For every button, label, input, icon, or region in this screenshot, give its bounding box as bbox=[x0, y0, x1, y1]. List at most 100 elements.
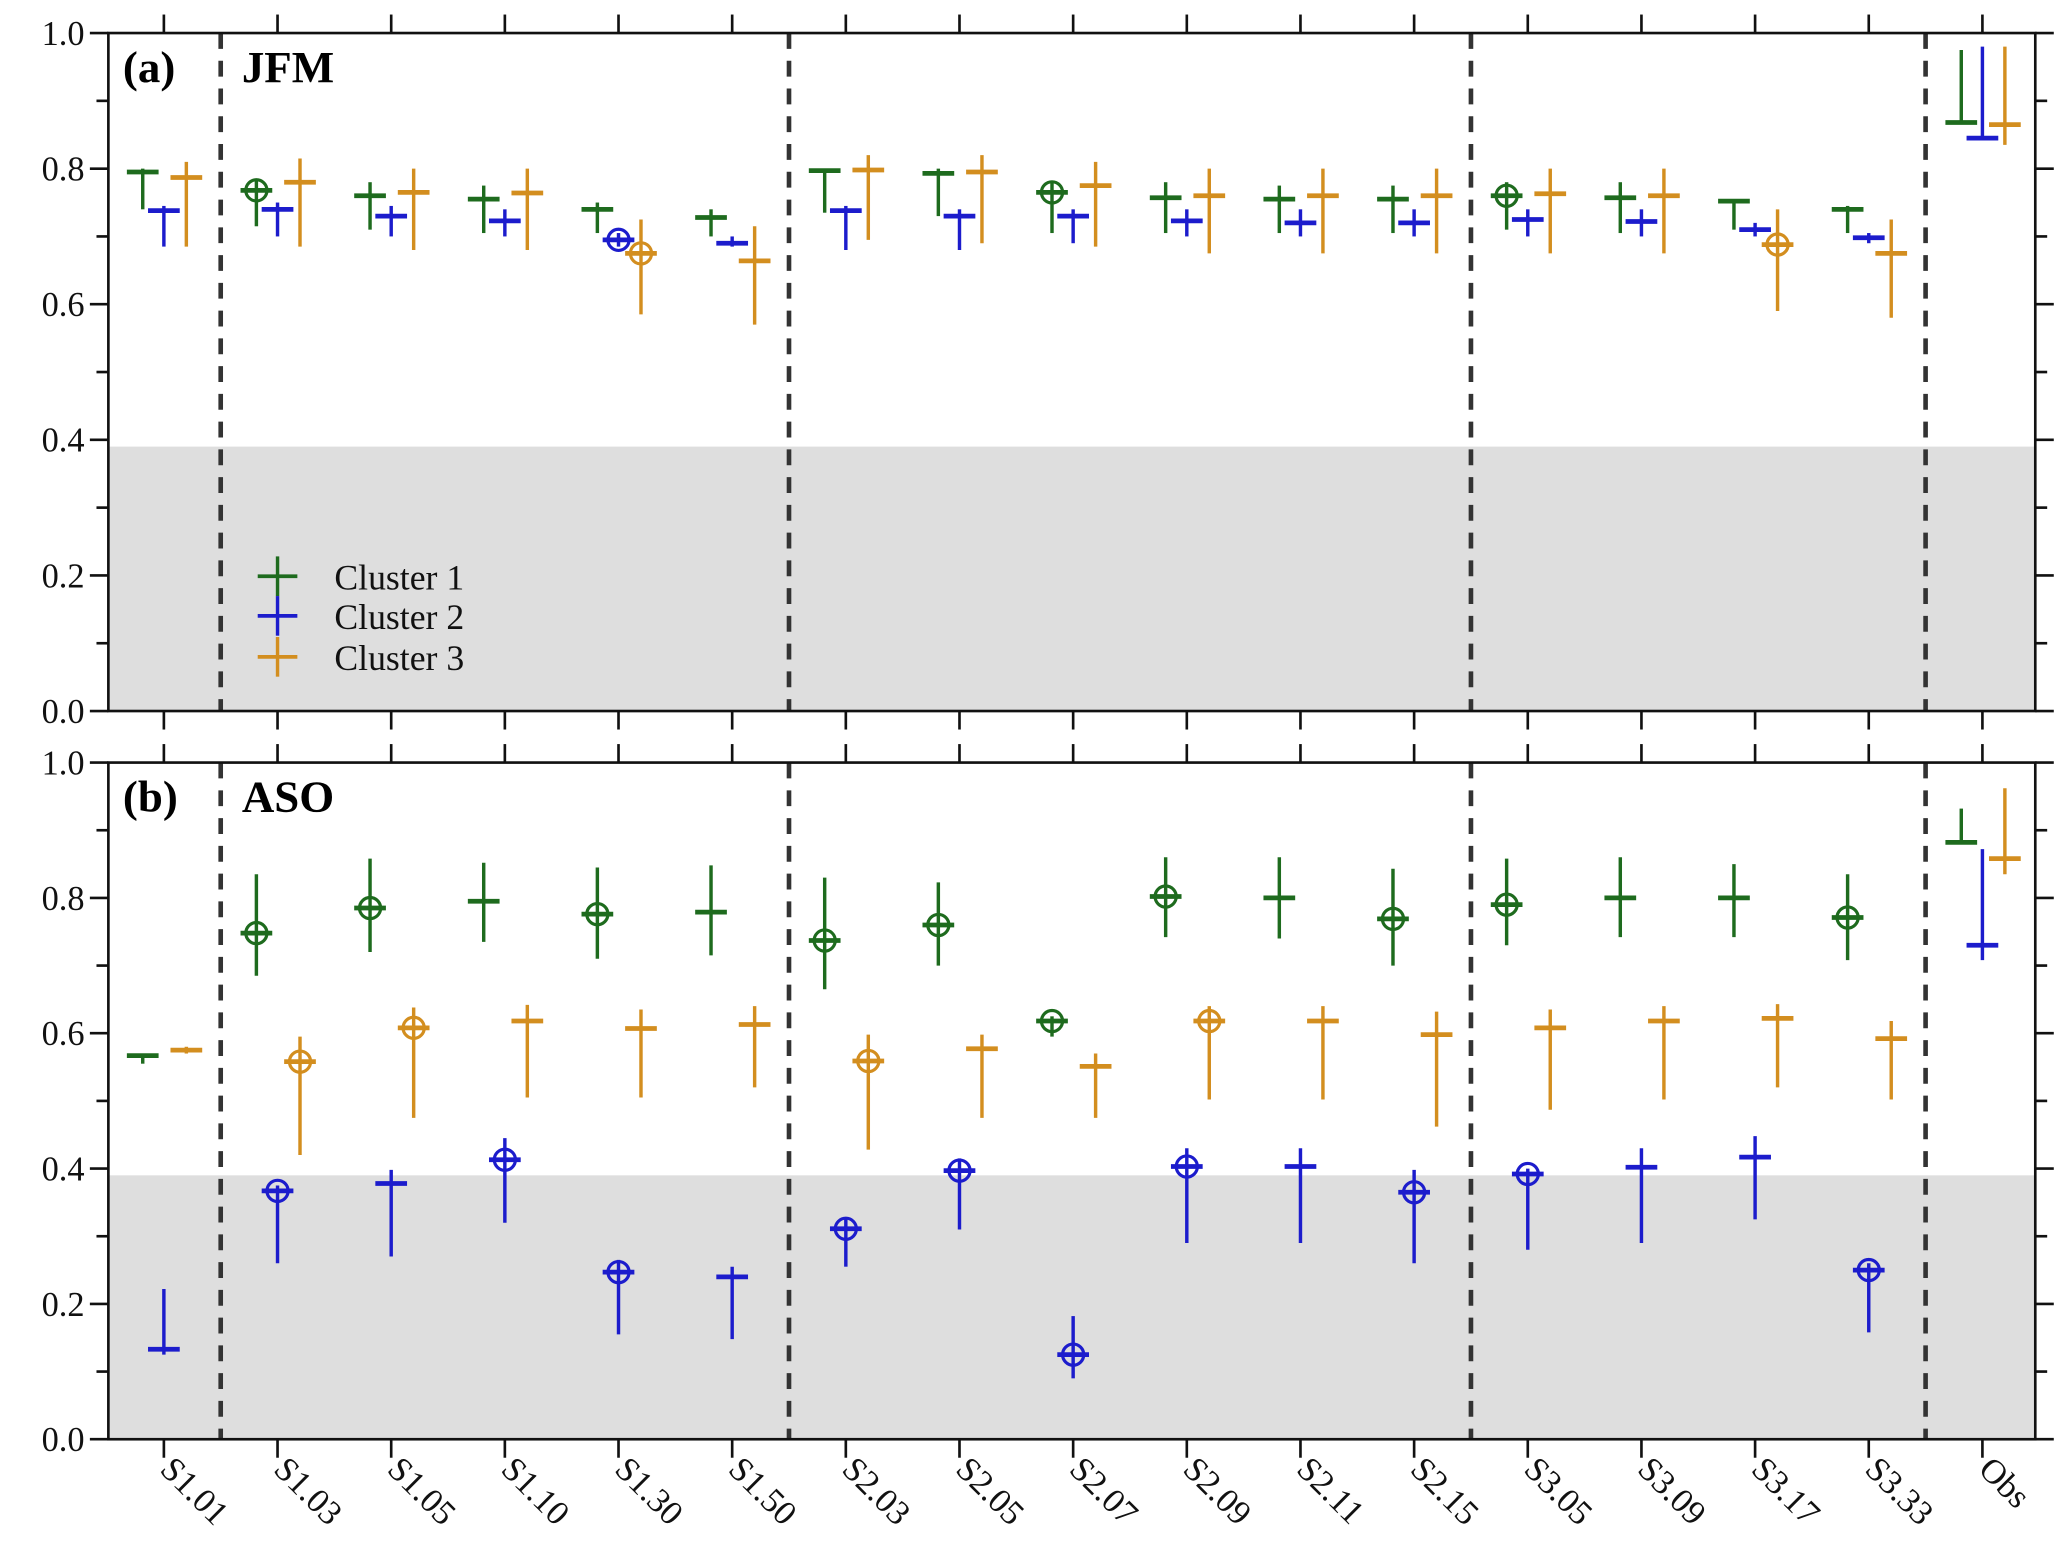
data-point-cluster-3 bbox=[1079, 1053, 1112, 1118]
significance-circle bbox=[1197, 1008, 1222, 1034]
legend: Cluster 1 Cluster 2 Cluster 3 bbox=[257, 556, 464, 678]
x-tick-label: S1.10 bbox=[494, 1450, 577, 1533]
data-point-cluster-3 bbox=[1534, 168, 1567, 254]
data-point-cluster-1 bbox=[1036, 1008, 1068, 1037]
data-point-cluster-3 bbox=[284, 1036, 316, 1156]
y-tick-label: 0.6 bbox=[42, 286, 85, 324]
data-point-cluster-1 bbox=[1149, 857, 1182, 938]
data-point-cluster-2 bbox=[602, 1259, 635, 1335]
data-point-cluster-3 bbox=[1079, 161, 1112, 247]
data-point-cluster-2 bbox=[1284, 209, 1317, 237]
significance-circle bbox=[926, 912, 951, 938]
data-point-cluster-2 bbox=[1511, 209, 1544, 237]
data-point-cluster-1 bbox=[126, 1053, 159, 1064]
y-tick-label: 0.8 bbox=[42, 151, 85, 189]
panel-b: 0.0 0.2 0.4 0.6 0.8 1.0 S1.01 S1.03 S1.05 S1.10 S1… bbox=[42, 744, 2054, 1533]
data-point-cluster-2 bbox=[943, 1158, 976, 1230]
significance-circle bbox=[1039, 180, 1065, 205]
data-point-cluster-3 bbox=[1989, 788, 2021, 875]
data-point-cluster-2 bbox=[943, 209, 976, 250]
panel-title: JFM bbox=[242, 42, 334, 92]
data-point-cluster-2 bbox=[375, 205, 408, 237]
data-point-cluster-1 bbox=[1036, 180, 1068, 234]
x-tick-label: S2.03 bbox=[835, 1450, 918, 1533]
panel-a: 0.0 0.2 0.4 0.6 0.8 1.0 (a) JFM bbox=[42, 14, 2054, 731]
data-point-cluster-1 bbox=[1831, 205, 1864, 234]
data-point-cluster-3 bbox=[1193, 1006, 1226, 1100]
data-point-cluster-3 bbox=[1648, 168, 1680, 254]
data-point-cluster-1 bbox=[1149, 182, 1182, 234]
y-tick-label: 0.8 bbox=[42, 880, 85, 918]
x-tick-label: S2.07 bbox=[1062, 1450, 1145, 1533]
data-point-cluster-1 bbox=[240, 178, 273, 227]
legend-label-cluster-1: Cluster 1 bbox=[334, 557, 464, 597]
data-point-cluster-3 bbox=[1875, 219, 1908, 318]
data-point-cluster-1 bbox=[354, 858, 386, 953]
data-point-cluster-1 bbox=[581, 867, 614, 959]
data-point-cluster-1 bbox=[581, 202, 614, 234]
data-point-cluster-1 bbox=[1604, 857, 1637, 938]
panel-letter: (b) bbox=[123, 771, 178, 821]
data-point-cluster-1 bbox=[1718, 864, 1750, 938]
significance-circle bbox=[1401, 1180, 1427, 1205]
data-point-cluster-2 bbox=[1739, 1136, 1771, 1220]
significance-circle bbox=[492, 1147, 518, 1172]
significance-circle bbox=[947, 1158, 972, 1183]
legend-marker-cluster-3 bbox=[257, 637, 298, 677]
significance-circle bbox=[1153, 884, 1178, 909]
y-tick-label: 0.0 bbox=[42, 1421, 85, 1459]
x-tick-label: S2.15 bbox=[1403, 1450, 1486, 1533]
x-tick-label: S2.09 bbox=[1176, 1450, 1259, 1533]
data-point-cluster-1 bbox=[1831, 874, 1864, 961]
significance-circle bbox=[606, 1259, 631, 1285]
significance-circle bbox=[1039, 1008, 1065, 1034]
data-point-cluster-1 bbox=[695, 865, 727, 956]
significance-circle bbox=[833, 1216, 858, 1241]
data-point-cluster-2 bbox=[148, 205, 180, 247]
data-point-cluster-3 bbox=[738, 1006, 771, 1088]
y-tick-label: 1.0 bbox=[42, 744, 85, 782]
data-point-cluster-3 bbox=[397, 1007, 430, 1118]
data-point-cluster-1 bbox=[1377, 185, 1409, 234]
data-point-cluster-3 bbox=[1875, 1021, 1908, 1100]
data-point-cluster-3 bbox=[1420, 1011, 1453, 1127]
legend-label-cluster-3: Cluster 3 bbox=[334, 638, 464, 678]
y-tick-label: 0.4 bbox=[42, 1150, 85, 1188]
data-point-cluster-2 bbox=[716, 1266, 749, 1340]
data-point-cluster-2 bbox=[1739, 222, 1771, 237]
data-point-cluster-2 bbox=[1511, 1161, 1544, 1250]
data-point-cluster-2 bbox=[1625, 209, 1658, 237]
significance-circle bbox=[244, 178, 269, 203]
data-point-cluster-1 bbox=[808, 877, 841, 990]
x-tick-label: S1.05 bbox=[380, 1450, 463, 1533]
data-point-cluster-1 bbox=[922, 168, 955, 217]
data-point-cluster-3 bbox=[852, 155, 885, 240]
data-point-cluster-1 bbox=[1263, 857, 1296, 939]
data-point-cluster-3 bbox=[1420, 168, 1453, 254]
y-tick-label: 1.0 bbox=[42, 15, 85, 53]
y-tick-label: 0.6 bbox=[42, 1015, 85, 1053]
data-point-cluster-2 bbox=[1284, 1148, 1317, 1244]
data-point-cluster-3 bbox=[1648, 1006, 1680, 1100]
data-point-cluster-1 bbox=[695, 209, 727, 237]
x-tick-label: S1.01 bbox=[153, 1450, 236, 1533]
data-point-cluster-2 bbox=[829, 205, 862, 250]
data-point-cluster-1 bbox=[467, 185, 500, 234]
y-tick-label: 0.0 bbox=[42, 693, 85, 731]
data-point-cluster-2 bbox=[1057, 209, 1090, 244]
significance-circle bbox=[1856, 1257, 1881, 1283]
x-tick-label: S3.33 bbox=[1858, 1450, 1941, 1533]
x-tick-label: S3.05 bbox=[1517, 1450, 1600, 1533]
significance-circle bbox=[1835, 905, 1860, 930]
significance-circle bbox=[401, 1015, 426, 1040]
significance-circle bbox=[1380, 906, 1406, 932]
data-point-cluster-1 bbox=[1263, 185, 1296, 234]
panel-letter: (a) bbox=[123, 42, 175, 92]
data-point-cluster-1 bbox=[467, 862, 500, 942]
data-point-cluster-3 bbox=[511, 168, 544, 250]
data-point-cluster-2 bbox=[1966, 849, 1999, 961]
data-point-cluster-1 bbox=[240, 874, 273, 976]
data-point-cluster-2 bbox=[375, 1169, 408, 1257]
significance-circle bbox=[357, 895, 383, 921]
data-point-cluster-2 bbox=[1852, 1257, 1885, 1333]
